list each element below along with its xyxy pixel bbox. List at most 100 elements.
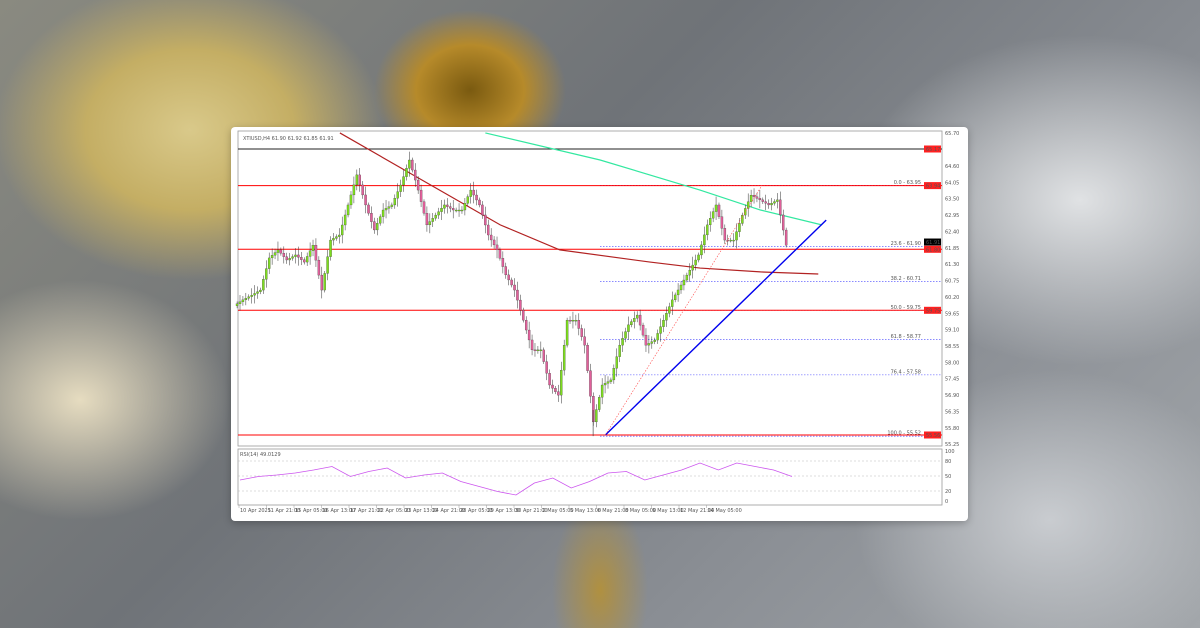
candle [416, 179, 420, 191]
candle [428, 221, 432, 226]
candle [682, 279, 686, 286]
candle [723, 228, 727, 241]
candle [530, 339, 534, 351]
y-tick-label: 59.10 [945, 328, 959, 334]
candle [603, 383, 607, 386]
candle [782, 214, 785, 231]
candle [548, 373, 551, 386]
candle [606, 381, 610, 384]
candle [326, 256, 329, 274]
candle [659, 326, 662, 334]
price-badge-label: 61.80 [926, 247, 940, 253]
candle [241, 299, 245, 302]
x-tick-label: 23 Apr 13:00 [405, 508, 438, 514]
candle [431, 218, 434, 222]
candle [463, 203, 467, 211]
candle [618, 344, 621, 357]
candle [776, 199, 779, 202]
rsi-tick-label: 0 [945, 499, 948, 505]
candle [504, 266, 508, 276]
chart-header: XTIUSD,H4 61.90 61.92 61.85 61.91 [243, 136, 334, 142]
candle [758, 198, 762, 201]
y-tick-label: 55.80 [945, 426, 959, 432]
price-badge [924, 182, 941, 190]
candle [574, 319, 578, 322]
candle [311, 244, 315, 251]
current-price-badge [924, 238, 941, 246]
candle [726, 239, 729, 242]
fib-level-label: 0.0 - 63.95 [894, 180, 921, 186]
y-tick-label: 62.95 [945, 213, 959, 219]
x-tick-label: 9 May 13:00 [653, 508, 684, 514]
candle [717, 204, 721, 217]
candle [457, 209, 461, 212]
candle [749, 195, 753, 202]
candle [267, 257, 271, 269]
price-badge [924, 145, 941, 153]
candle [303, 259, 306, 263]
candle [545, 361, 548, 374]
candle [446, 204, 449, 207]
x-tick-label: 15 Apr 05:00 [295, 508, 328, 514]
y-tick-label: 59.65 [945, 311, 959, 317]
y-tick-label: 60.20 [945, 295, 959, 301]
candle [317, 259, 321, 276]
x-tick-label: 16 Apr 13:00 [323, 508, 356, 514]
candle [735, 231, 738, 241]
candle [343, 214, 347, 226]
candle [656, 333, 659, 341]
candle [524, 319, 528, 331]
y-tick-label: 62.40 [945, 229, 959, 235]
candle [688, 269, 692, 276]
candle [270, 255, 274, 259]
candle [536, 349, 540, 352]
candle [761, 199, 765, 202]
x-tick-label: 6 May 21:00 [598, 508, 629, 514]
candle [577, 319, 581, 329]
candle [481, 204, 484, 216]
candle [542, 349, 545, 362]
x-tick-label: 12 May 21:00 [680, 508, 714, 514]
candle [495, 244, 499, 251]
candle [273, 252, 277, 256]
y-tick-label: 64.60 [945, 164, 959, 170]
rsi-tick-label: 80 [945, 459, 951, 465]
candle [276, 249, 280, 253]
candle [621, 338, 624, 346]
candle [551, 384, 554, 389]
candle [411, 159, 414, 171]
candle [562, 344, 566, 371]
candle [752, 195, 756, 197]
candle [647, 343, 651, 346]
candle [706, 224, 709, 236]
candle [443, 204, 446, 209]
candle [399, 184, 402, 192]
candle [519, 299, 522, 311]
candle [755, 196, 759, 199]
candle [352, 184, 356, 196]
candle [635, 314, 639, 319]
candle [557, 391, 560, 396]
x-tick-label: 22 Apr 05:00 [378, 508, 411, 514]
candle [376, 223, 379, 231]
x-tick-label: 2 May 05:00 [543, 508, 574, 514]
candle [554, 388, 557, 392]
candle [300, 257, 303, 260]
candle [527, 329, 531, 341]
candle [335, 236, 338, 239]
x-tick-label: 29 Apr 13:00 [488, 508, 521, 514]
candle [627, 324, 630, 332]
candle [466, 196, 470, 204]
candle [641, 324, 645, 336]
candle [235, 303, 239, 306]
fib-level-label: 50.0 - 59.75 [891, 305, 921, 311]
candle [238, 301, 242, 304]
candle [501, 258, 505, 267]
price-badge [924, 306, 941, 314]
candle [653, 339, 656, 342]
candle [472, 189, 475, 196]
candle [612, 368, 616, 381]
candle [425, 213, 429, 226]
x-tick-label: 30 Apr 21:00 [515, 508, 548, 514]
